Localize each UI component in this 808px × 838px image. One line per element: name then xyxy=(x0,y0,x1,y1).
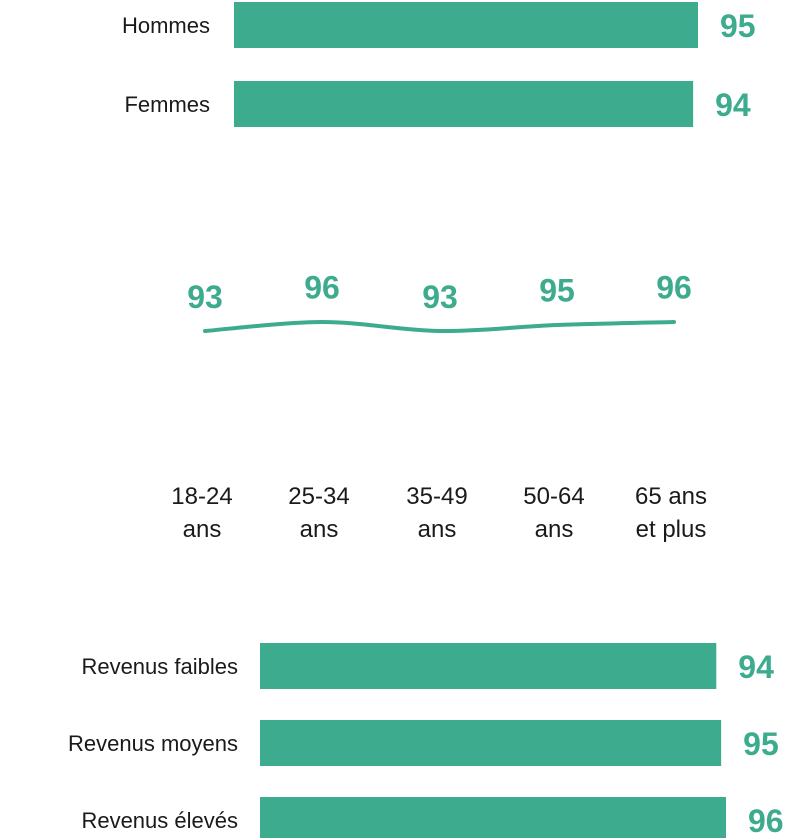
income-bar-chart: Revenus faibles 94 Revenus moyens 95 Revenus… xyxy=(68,643,784,838)
data-label-65-ans-et-plus: 96 xyxy=(656,269,692,305)
age-tick-label-18-24-ans-line2: ans xyxy=(183,516,222,543)
category-label-revenus-faibles: Revenus faibles xyxy=(81,654,238,679)
bar-revenus-eleves xyxy=(260,797,726,838)
age-line-chart: 93 96 93 95 96 18-24 ans 25-34 ans 35-49 ans 50-64 a… xyxy=(171,269,707,543)
category-label-hommes: Hommes xyxy=(122,13,210,38)
data-label-25-34-ans: 96 xyxy=(304,269,340,305)
age-tick-label-18-24-ans-line1: 18-24 xyxy=(171,483,232,510)
data-label-revenus-eleves: 96 xyxy=(748,803,784,838)
data-label-hommes: 95 xyxy=(720,8,756,44)
age-series-line xyxy=(203,319,676,334)
data-label-18-24-ans: 93 xyxy=(187,279,223,315)
data-label-35-49-ans: 93 xyxy=(422,279,458,315)
age-tick-label-25-34-ans-line1: 25-34 xyxy=(288,483,349,510)
age-tick-label-65-ans-et-plus-line1: 65 ans xyxy=(635,483,707,510)
bar-femmes xyxy=(234,81,694,127)
data-label-revenus-faibles: 94 xyxy=(738,649,774,685)
data-label-revenus-moyens: 95 xyxy=(743,726,779,762)
age-tick-label-25-34-ans-line2: ans xyxy=(300,516,339,543)
data-label-50-64-ans: 95 xyxy=(539,273,575,309)
category-label-revenus-moyens: Revenus moyens xyxy=(68,731,238,756)
age-tick-label-35-49-ans-line2: ans xyxy=(418,516,457,543)
bar-revenus-moyens xyxy=(260,720,722,766)
bar-hommes xyxy=(234,2,698,48)
age-tick-label-50-64-ans-line1: 50-64 xyxy=(523,483,584,510)
data-label-femmes: 94 xyxy=(715,87,751,123)
category-label-femmes: Femmes xyxy=(124,92,210,117)
category-label-revenus-eleves: Revenus élevés xyxy=(81,808,238,833)
gender-bar-chart: Hommes 95 Femmes 94 xyxy=(122,2,756,127)
age-tick-label-50-64-ans-line2: ans xyxy=(535,516,574,543)
age-tick-label-65-ans-et-plus-line2: et plus xyxy=(636,516,707,543)
age-tick-label-35-49-ans-line1: 35-49 xyxy=(406,483,467,510)
bar-revenus-faibles xyxy=(260,643,717,689)
